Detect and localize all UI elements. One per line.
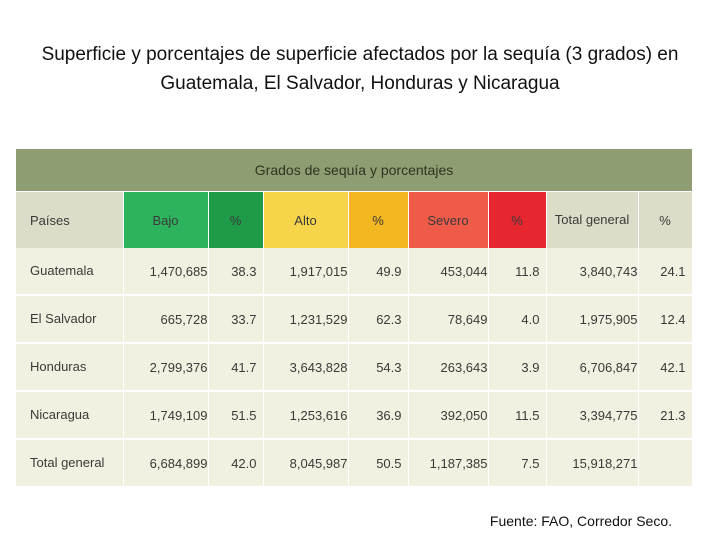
cell-severo: 263,643 bbox=[408, 343, 489, 392]
page-title: Superficie y porcentajes de superficie a… bbox=[41, 44, 679, 94]
col-header-severo-pct: % bbox=[488, 191, 547, 248]
cell-bajo: 6,684,899 bbox=[123, 439, 209, 488]
cell-alto-pct: 50.5 bbox=[348, 439, 409, 488]
column-header-row: Países Bajo % Alto % Severo % Total gene… bbox=[16, 191, 693, 248]
cell-bajo-pct: 41.7 bbox=[208, 343, 264, 392]
col-header-bajo: Bajo bbox=[123, 191, 209, 248]
cell-bajo-pct: 42.0 bbox=[208, 439, 264, 488]
cell-total-pct: 21.3 bbox=[638, 391, 693, 440]
group-header: Grados de sequía y porcentajes bbox=[16, 149, 693, 192]
table-row: El Salvador 665,728 33.7 1,231,529 62.3 … bbox=[16, 295, 693, 344]
col-header-bajo-pct: % bbox=[208, 191, 264, 248]
cell-total: 6,706,847 bbox=[546, 343, 639, 392]
cell-bajo: 2,799,376 bbox=[123, 343, 209, 392]
cell-severo-pct: 7.5 bbox=[488, 439, 547, 488]
col-header-severo: Severo bbox=[408, 191, 489, 248]
cell-country: Nicaragua bbox=[16, 391, 124, 440]
cell-bajo-pct: 33.7 bbox=[208, 295, 264, 344]
cell-bajo: 1,470,685 bbox=[123, 248, 209, 296]
table-row: Guatemala 1,470,685 38.3 1,917,015 49.9 … bbox=[16, 248, 693, 296]
table-row: Honduras 2,799,376 41.7 3,643,828 54.3 2… bbox=[16, 343, 693, 392]
cell-total-pct: 24.1 bbox=[638, 248, 693, 296]
cell-total-pct: 42.1 bbox=[638, 343, 693, 392]
cell-severo-pct: 4.0 bbox=[488, 295, 547, 344]
cell-severo: 392,050 bbox=[408, 391, 489, 440]
cell-severo: 1,187,385 bbox=[408, 439, 489, 488]
cell-alto: 1,253,616 bbox=[263, 391, 349, 440]
cell-total: 1,975,905 bbox=[546, 295, 639, 344]
cell-alto: 3,643,828 bbox=[263, 343, 349, 392]
cell-alto: 1,917,015 bbox=[263, 248, 349, 296]
cell-severo-pct: 11.5 bbox=[488, 391, 547, 440]
cell-severo: 453,044 bbox=[408, 248, 489, 296]
group-header-row: Grados de sequía y porcentajes bbox=[16, 149, 693, 192]
cell-alto-pct: 49.9 bbox=[348, 248, 409, 296]
col-header-paises: Países bbox=[16, 191, 124, 248]
cell-total: 15,918,271 bbox=[546, 439, 639, 488]
cell-severo-pct: 3.9 bbox=[488, 343, 547, 392]
cell-country: Guatemala bbox=[16, 248, 124, 296]
cell-total-pct: 12.4 bbox=[638, 295, 693, 344]
drought-table: Grados de sequía y porcentajes Países Ba… bbox=[16, 149, 693, 488]
cell-country: El Salvador bbox=[16, 295, 124, 344]
cell-alto-pct: 54.3 bbox=[348, 343, 409, 392]
cell-total-pct bbox=[638, 439, 693, 488]
table-row: Nicaragua 1,749,109 51.5 1,253,616 36.9 … bbox=[16, 391, 693, 440]
cell-bajo-pct: 51.5 bbox=[208, 391, 264, 440]
cell-bajo-pct: 38.3 bbox=[208, 248, 264, 296]
cell-country: Total general bbox=[16, 439, 124, 488]
table-row-total: Total general 6,684,899 42.0 8,045,987 5… bbox=[16, 439, 693, 488]
cell-alto-pct: 36.9 bbox=[348, 391, 409, 440]
cell-bajo: 1,749,109 bbox=[123, 391, 209, 440]
cell-alto: 8,045,987 bbox=[263, 439, 349, 488]
col-header-total-pct: % bbox=[638, 191, 693, 248]
drought-table-container: Grados de sequía y porcentajes Países Ba… bbox=[16, 149, 693, 488]
col-header-total: Total general bbox=[546, 191, 639, 248]
cell-total: 3,394,775 bbox=[546, 391, 639, 440]
cell-country: Honduras bbox=[16, 343, 124, 392]
col-header-alto-pct: % bbox=[348, 191, 409, 248]
cell-bajo: 665,728 bbox=[123, 295, 209, 344]
col-header-alto: Alto bbox=[263, 191, 349, 248]
source-note: Fuente: FAO, Corredor Seco. bbox=[489, 513, 672, 529]
cell-severo-pct: 11.8 bbox=[488, 248, 547, 296]
cell-alto-pct: 62.3 bbox=[348, 295, 409, 344]
cell-severo: 78,649 bbox=[408, 295, 489, 344]
cell-total: 3,840,743 bbox=[546, 248, 639, 296]
cell-alto: 1,231,529 bbox=[263, 295, 349, 344]
